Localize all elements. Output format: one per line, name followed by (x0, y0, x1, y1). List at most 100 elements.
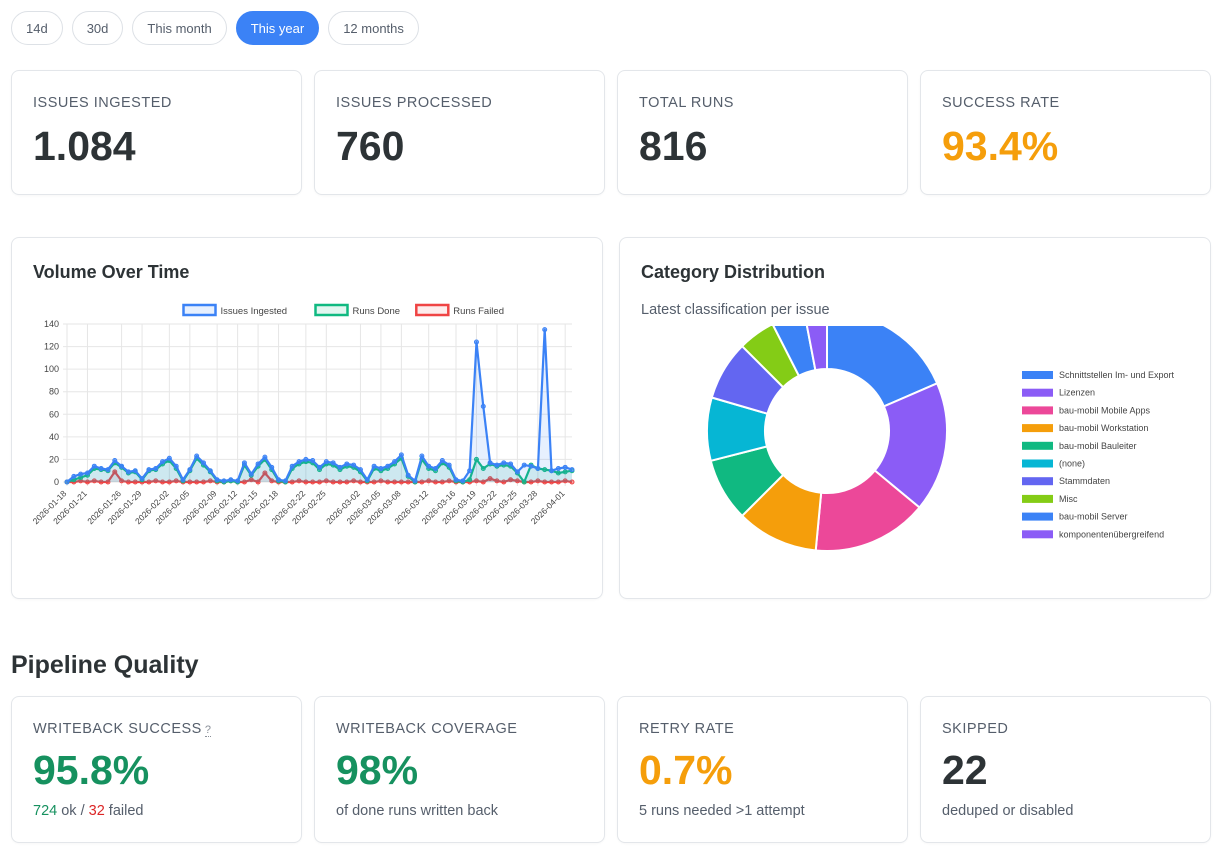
data-point (289, 463, 295, 469)
y-tick-label: 80 (49, 387, 59, 397)
data-point (392, 479, 398, 485)
data-point (405, 479, 411, 485)
data-point (160, 459, 166, 465)
data-point (105, 479, 111, 485)
data-point (132, 468, 138, 474)
data-point (221, 478, 227, 484)
data-point (528, 479, 534, 485)
data-point (146, 467, 152, 473)
kpi-card-success-rate: SUCCESS RATE 93.4% (920, 70, 1211, 195)
filter-12-months[interactable]: 12 months (328, 11, 419, 45)
panel-title: Category Distribution (641, 262, 826, 282)
data-point (207, 478, 213, 484)
data-point (262, 454, 268, 460)
help-icon[interactable]: ? (204, 724, 212, 737)
data-point (303, 456, 309, 462)
data-point (542, 327, 548, 333)
filter-14d[interactable]: 14d (11, 11, 63, 45)
data-point (344, 479, 350, 485)
data-point (467, 477, 473, 483)
data-point (433, 479, 439, 485)
kpi-label: SUCCESS RATE (942, 95, 1060, 111)
category-chart-panel: Category Distribution Latest classificat… (619, 237, 1211, 599)
data-point (200, 460, 206, 466)
data-point (241, 460, 247, 466)
data-point (289, 479, 295, 485)
data-point (542, 479, 548, 485)
data-point (78, 471, 84, 477)
legend-swatch (314, 303, 349, 317)
legend-label: bau-mobil Mobile Apps (1059, 405, 1151, 415)
data-point (528, 463, 534, 469)
failed-count: 32 (88, 803, 105, 819)
kpi-subtext: 724 ok / 32 failed (33, 803, 143, 819)
legend-label: bau-mobil Server (1059, 512, 1128, 522)
data-point (91, 478, 97, 484)
legend-swatch (1022, 406, 1053, 415)
data-point (194, 453, 200, 459)
data-point (433, 465, 439, 471)
pie-slice (805, 326, 828, 372)
data-point (446, 478, 452, 484)
data-point (549, 468, 555, 474)
kpi-card-total-runs: TOTAL RUNS 816 (617, 70, 908, 195)
data-point (378, 478, 384, 484)
data-point (555, 470, 561, 476)
data-point (173, 463, 179, 469)
data-point (351, 462, 357, 468)
data-point (467, 468, 473, 474)
data-point (166, 479, 172, 485)
legend-label: Runs Failed (453, 306, 504, 317)
kpi-label: RETRY RATE (639, 721, 735, 737)
data-point (398, 452, 404, 458)
data-point (412, 478, 418, 484)
data-point (160, 479, 166, 485)
data-point (310, 458, 316, 464)
legend-swatch (1022, 459, 1053, 468)
data-point (419, 479, 425, 485)
legend-swatch (1022, 512, 1053, 521)
data-point (473, 456, 479, 462)
kpi-label: ISSUES INGESTED (33, 95, 172, 111)
data-point (562, 464, 568, 470)
data-point (521, 462, 527, 468)
kpi-value: 93.4% (942, 123, 1059, 169)
data-point (542, 467, 548, 473)
filter-30d[interactable]: 30d (71, 11, 124, 45)
data-point (228, 477, 234, 483)
data-point (398, 479, 404, 485)
data-point (323, 459, 329, 465)
series-area (67, 329, 572, 482)
data-point (426, 463, 432, 469)
data-point (453, 477, 459, 483)
data-point (405, 472, 411, 478)
legend-label: bau-mobil Bauleiter (1059, 441, 1137, 451)
kpi-subtext: of done runs written back (336, 803, 499, 819)
data-point (330, 460, 336, 466)
kpi-label: WRITEBACK COVERAGE (336, 721, 518, 737)
legend-swatch (1022, 371, 1053, 379)
data-point (214, 477, 220, 483)
filter-this-year[interactable]: This year (235, 11, 320, 45)
data-point (180, 477, 186, 483)
data-point (487, 460, 493, 466)
legend-label: Lizenzen (1059, 388, 1095, 398)
data-point (125, 469, 131, 475)
data-point (84, 470, 90, 476)
data-point (480, 403, 486, 409)
data-point (501, 479, 507, 485)
data-point (296, 478, 302, 484)
data-point (357, 467, 363, 473)
filter-this-month[interactable]: This month (132, 11, 227, 45)
legend-swatch (1022, 388, 1053, 397)
data-point (64, 479, 70, 485)
y-tick-label: 140 (44, 319, 59, 329)
data-point (555, 479, 561, 485)
data-point (371, 463, 377, 469)
data-point (317, 479, 322, 485)
legend-label: Runs Done (353, 306, 401, 317)
data-point (508, 477, 514, 483)
data-point (105, 467, 111, 473)
kpi-value: 95.8% (33, 747, 150, 793)
data-point (419, 453, 425, 459)
